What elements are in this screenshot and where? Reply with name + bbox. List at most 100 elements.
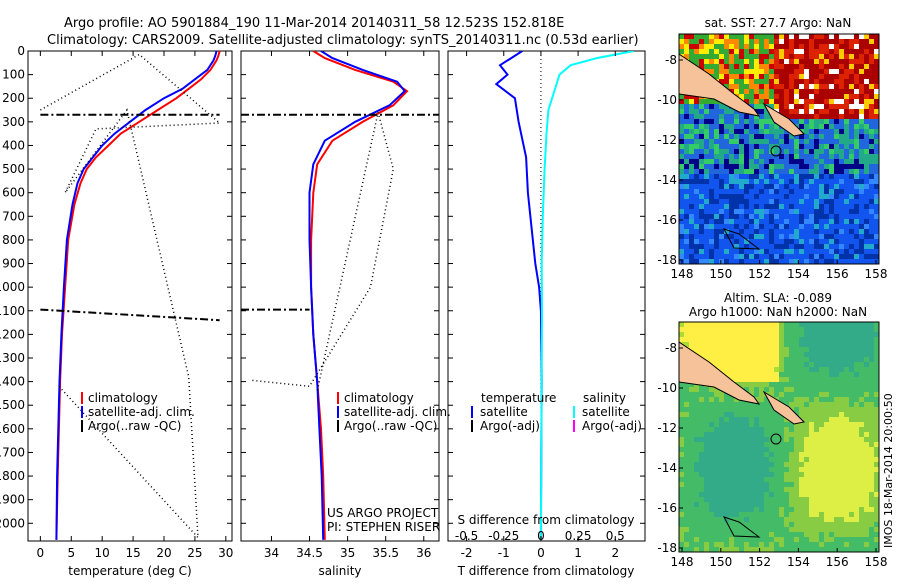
map-cell xyxy=(834,54,840,60)
map-cell xyxy=(824,114,830,120)
map-cell xyxy=(729,59,735,65)
map-cell xyxy=(749,74,755,80)
map-cell xyxy=(764,39,770,45)
map-cell xyxy=(719,432,725,438)
map-cell xyxy=(754,104,760,110)
map-cell xyxy=(834,477,840,483)
map-cell xyxy=(689,442,695,448)
map-cell xyxy=(799,427,805,433)
map-cell xyxy=(749,457,755,463)
map-cell xyxy=(764,149,770,155)
map-cell xyxy=(799,89,805,95)
map-cell xyxy=(714,174,720,180)
map-cell xyxy=(694,502,700,508)
map-cell xyxy=(789,239,795,245)
map-cell xyxy=(854,457,860,463)
map-cell xyxy=(849,114,855,120)
map-cell xyxy=(819,402,825,408)
map-cell xyxy=(859,442,865,448)
map-cell xyxy=(794,422,800,428)
map-cell xyxy=(824,327,830,333)
map-cell xyxy=(729,507,735,513)
map-cell xyxy=(874,382,879,388)
map-cell xyxy=(844,372,850,378)
map-cell xyxy=(764,527,770,533)
map-cell xyxy=(679,387,685,393)
map-cell xyxy=(684,219,690,225)
map-cell xyxy=(774,99,780,105)
map-cell xyxy=(784,377,790,383)
map-cell xyxy=(794,547,800,552)
map-cell xyxy=(679,327,685,333)
map-cell xyxy=(679,104,685,110)
map-cell xyxy=(739,124,745,130)
map-cell xyxy=(684,422,690,428)
map-cell xyxy=(754,417,760,423)
map-cell xyxy=(834,234,840,240)
map-cell xyxy=(804,229,810,235)
map-cell xyxy=(764,432,770,438)
map-cell xyxy=(769,427,775,433)
map-cell xyxy=(689,249,695,255)
map-cell xyxy=(689,332,695,338)
map-cell xyxy=(754,254,760,260)
map-cell xyxy=(719,144,725,150)
map-cell xyxy=(844,244,850,250)
map-cell xyxy=(744,79,750,85)
map-cell xyxy=(679,49,685,55)
map-cell xyxy=(854,189,860,195)
map-cell xyxy=(844,169,850,175)
map-cell xyxy=(744,462,750,468)
map-cell xyxy=(849,74,855,80)
map-cell xyxy=(839,134,845,140)
map-cell xyxy=(689,532,695,538)
map-cell xyxy=(779,367,785,373)
map-cell xyxy=(794,347,800,353)
map-cell xyxy=(689,174,695,180)
map-cell xyxy=(789,432,795,438)
map-cell xyxy=(724,452,730,458)
map-cell xyxy=(814,542,820,548)
map-cell xyxy=(769,487,775,493)
map-cell xyxy=(734,412,740,418)
map-cell xyxy=(874,467,879,473)
map-cell xyxy=(864,34,870,40)
map-cell xyxy=(829,447,835,453)
map-cell xyxy=(809,337,815,343)
map-cell xyxy=(859,462,865,468)
map-cell xyxy=(709,199,715,205)
map-cell xyxy=(754,154,760,160)
map-cell xyxy=(699,209,705,215)
map-cell xyxy=(739,372,745,378)
map-cell xyxy=(684,134,690,140)
map-cell xyxy=(769,467,775,473)
map-cell xyxy=(744,114,750,120)
map-cell xyxy=(859,89,865,95)
map-cell xyxy=(719,542,725,548)
map-cell xyxy=(799,437,805,443)
map-cell xyxy=(719,229,725,235)
map-cell xyxy=(819,224,825,230)
map-cell xyxy=(789,84,795,90)
map-cell xyxy=(824,224,830,230)
map-cell xyxy=(804,527,810,533)
map-cell xyxy=(859,184,865,190)
map-cell xyxy=(849,337,855,343)
map-cell xyxy=(839,154,845,160)
map-cell xyxy=(804,234,810,240)
y-tick-label: 700 xyxy=(2,209,25,223)
map-cell xyxy=(809,184,815,190)
map-cell xyxy=(784,209,790,215)
map-cell xyxy=(699,174,705,180)
map-cell xyxy=(734,109,740,115)
map-cell xyxy=(689,462,695,468)
map-cell xyxy=(719,437,725,443)
map-cell xyxy=(769,104,775,110)
map-cell xyxy=(849,497,855,503)
map-cell xyxy=(804,139,810,145)
map-cell xyxy=(774,487,780,493)
map-cell xyxy=(854,447,860,453)
map-cell xyxy=(799,442,805,448)
map-cell xyxy=(764,34,770,40)
map-cell xyxy=(749,447,755,453)
